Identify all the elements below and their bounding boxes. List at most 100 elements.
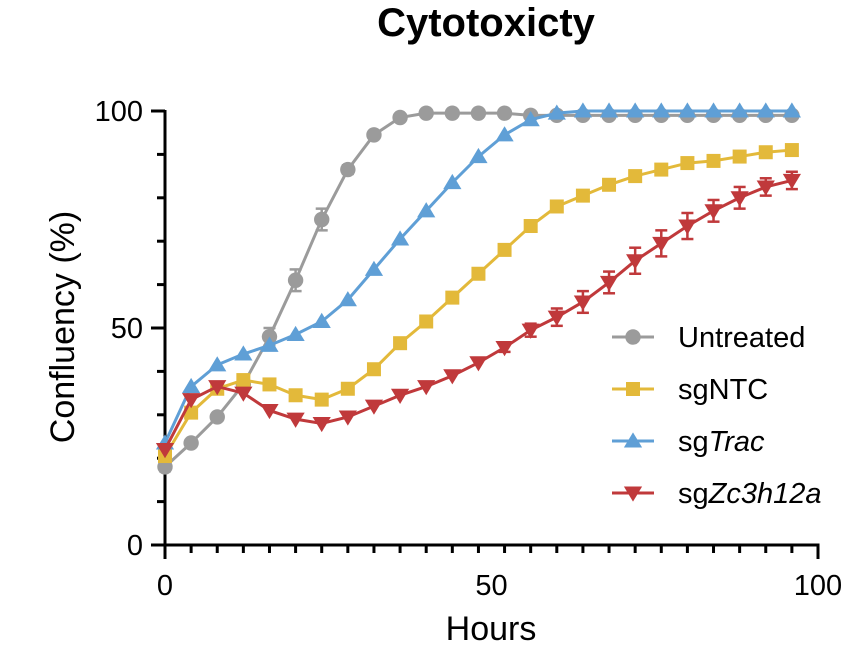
data-point	[364, 399, 384, 415]
data-point	[756, 102, 775, 118]
data-point	[784, 143, 799, 158]
data-point	[314, 392, 329, 407]
data-point	[469, 147, 488, 164]
series-line	[163, 178, 793, 451]
data-point	[573, 295, 593, 311]
data-point	[209, 409, 225, 425]
data-point	[312, 312, 331, 328]
data-point	[599, 102, 619, 118]
data-point	[521, 323, 540, 339]
legend-label: sgNTC	[678, 374, 768, 406]
x-tick-label: 0	[157, 570, 173, 602]
legend-label: sgTrac	[678, 426, 765, 458]
data-point	[417, 202, 436, 218]
series-line	[163, 148, 793, 457]
data-point	[497, 242, 512, 257]
data-point	[443, 369, 462, 385]
legend-item-sgtrac: sgTrac	[612, 426, 765, 458]
data-point	[758, 145, 773, 160]
data-point	[366, 362, 381, 377]
data-point	[286, 412, 305, 428]
x-axis-label: Hours	[446, 610, 537, 648]
series-sgntc	[158, 143, 799, 464]
data-point	[182, 377, 201, 394]
data-point	[286, 325, 305, 342]
data-point	[547, 104, 566, 120]
data-point	[599, 275, 619, 292]
data-point	[182, 393, 201, 409]
data-point	[782, 173, 801, 190]
data-point	[288, 388, 303, 403]
data-point	[547, 310, 566, 326]
legend: Untreated sgNTC sgTrac sgZc3h12a	[612, 322, 822, 510]
data-point	[732, 149, 747, 164]
data-point	[338, 410, 357, 426]
data-point	[364, 260, 384, 276]
data-point	[469, 356, 488, 372]
data-point	[443, 173, 462, 190]
data-point	[312, 416, 331, 433]
data-point	[338, 291, 357, 307]
series-sgzc3h12a	[155, 170, 801, 459]
data-point	[782, 102, 801, 118]
data-point	[260, 336, 279, 352]
data-point	[155, 443, 175, 459]
data-point	[234, 386, 253, 402]
legend-label: sgZc3h12a	[678, 478, 822, 510]
data-point	[523, 219, 538, 234]
legend-swatch-marker	[623, 486, 643, 502]
data-point	[287, 272, 304, 288]
series-layer	[155, 102, 801, 475]
legend-item-sgntc: sgNTC	[612, 374, 768, 406]
x-tick-label: 50	[475, 570, 507, 602]
data-point	[366, 127, 382, 143]
data-point	[730, 102, 749, 118]
data-point	[418, 105, 434, 121]
data-point	[706, 153, 721, 168]
data-point	[680, 156, 695, 171]
data-point	[208, 356, 227, 372]
x-tick-label: 100	[794, 570, 842, 602]
data-point	[756, 180, 775, 196]
legend-item-untreated: Untreated	[612, 322, 805, 354]
data-point	[314, 211, 330, 228]
data-point	[340, 381, 355, 396]
y-tick-label: 50	[111, 313, 143, 345]
data-point	[261, 328, 278, 345]
data-point	[208, 380, 227, 396]
y-axis-label: Confluency (%)	[44, 211, 82, 443]
data-point	[573, 102, 593, 118]
data-point	[495, 341, 514, 357]
data-point	[704, 102, 723, 118]
legend-swatch-marker	[625, 329, 641, 345]
legend-item-sgzc3h12a: sgZc3h12a	[612, 478, 822, 510]
data-point	[340, 161, 356, 178]
data-point	[730, 191, 749, 207]
data-point	[236, 373, 251, 388]
data-point	[495, 126, 514, 142]
series-line	[163, 111, 792, 468]
data-point	[602, 177, 617, 192]
data-point	[417, 380, 436, 396]
y-tick-label: 0	[127, 530, 143, 562]
data-point	[470, 105, 487, 121]
data-point	[471, 266, 486, 281]
y-tick-label: 100	[95, 96, 143, 128]
data-point	[549, 199, 564, 214]
legend-swatch-marker	[626, 382, 640, 396]
data-point	[678, 219, 697, 235]
data-point	[628, 169, 643, 184]
data-point	[654, 162, 669, 177]
legend-label: Untreated	[678, 322, 805, 354]
data-point	[575, 188, 590, 203]
data-point	[393, 336, 408, 351]
data-point	[183, 435, 199, 451]
data-point	[626, 102, 645, 118]
data-point	[626, 254, 645, 270]
series-sgtrac	[155, 102, 801, 450]
data-point	[445, 290, 460, 305]
data-point	[234, 345, 253, 361]
data-point	[390, 230, 410, 246]
